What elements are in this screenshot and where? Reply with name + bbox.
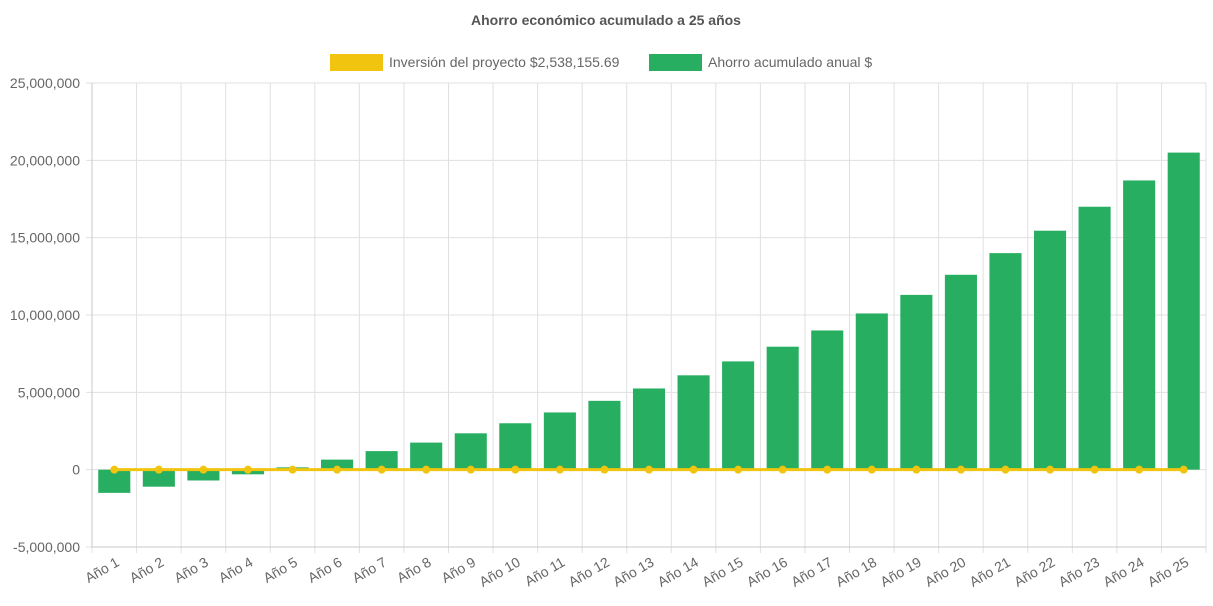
x-tick-label: Año 2 [127,554,167,586]
bar-savings[interactable] [766,346,799,470]
y-tick-label: 20,000,000 [10,152,80,168]
x-tick-label: Año 6 [305,554,345,586]
x-tick-label: Año 21 [967,554,1014,590]
point-investment[interactable] [377,465,386,474]
x-tick-label: Año 23 [1056,554,1103,590]
bar-series [98,152,1200,493]
point-investment[interactable] [645,465,653,474]
bar-savings[interactable] [543,412,576,470]
bar-savings[interactable] [1167,152,1200,470]
x-tick-label: Año 4 [216,554,256,586]
y-tick-label: 25,000,000 [10,75,80,91]
x-tick-label: Año 15 [699,554,746,590]
bar-savings[interactable] [855,313,888,470]
x-tick-label: Año 9 [439,554,479,586]
x-tick-label: Año 16 [744,554,791,590]
point-investment[interactable] [956,465,965,474]
point-investment[interactable] [243,465,252,474]
point-investment[interactable] [823,465,832,474]
x-tick-label: Año 5 [260,554,300,586]
bar-savings[interactable] [410,442,443,470]
line-series [110,465,1188,474]
x-tick-label: Año 22 [1011,554,1058,590]
y-tick-label: -5,000,000 [13,539,80,555]
legend-swatch-savings [649,54,702,71]
bar-savings[interactable] [454,433,487,470]
x-tick-label: Año 14 [655,554,702,590]
y-tick-label: 0 [72,462,80,478]
bar-savings[interactable] [811,330,844,470]
bar-savings[interactable] [1078,206,1111,470]
point-investment[interactable] [600,465,609,474]
legend-label-investment: Inversión del proyecto $2,538,155.69 [389,54,620,70]
bar-savings[interactable] [900,294,933,470]
legend-item-investment[interactable]: Inversión del proyecto $2,538,155.69 [330,54,620,71]
bar-savings[interactable] [944,274,977,470]
x-tick-label: Año 20 [922,554,969,590]
bar-savings[interactable] [989,253,1022,470]
y-tick-label: 15,000,000 [10,230,80,246]
bar-savings[interactable] [1123,180,1156,470]
point-investment[interactable] [466,465,475,474]
bar-savings[interactable] [677,375,710,470]
point-investment[interactable] [778,465,787,474]
point-investment[interactable] [912,465,921,474]
bar-savings[interactable] [98,469,131,493]
bar-savings[interactable] [499,423,532,470]
bar-savings[interactable] [722,361,755,470]
x-tick-label: Año 18 [833,554,880,590]
point-investment[interactable] [154,465,163,474]
point-investment[interactable] [1046,465,1055,474]
x-axis: Año 1 Año 2 Año 3 Año 4 Año 5 Año 6 Año 7 Año 8… [82,546,1206,590]
x-tick-label: Año 8 [394,554,434,586]
point-investment[interactable] [1135,465,1144,474]
x-tick-label: Año 1 [82,554,122,586]
point-investment[interactable] [1001,465,1010,474]
legend-item-savings[interactable]: Ahorro acumulado anual $ [649,54,872,71]
x-tick-label: Año 24 [1100,554,1147,590]
chart-title: Ahorro económico acumulado a 25 años [471,12,741,28]
point-investment[interactable] [867,465,876,474]
x-tick-label: Año 7 [349,554,389,586]
legend-swatch-investment [330,54,383,71]
x-tick-label: Año 17 [788,554,835,590]
bar-savings[interactable] [1033,230,1067,470]
x-tick-label: Año 19 [877,554,924,590]
point-investment[interactable] [110,465,119,474]
y-tick-label: 10,000,000 [10,307,80,323]
point-investment[interactable] [1179,465,1188,474]
bar-savings[interactable] [321,459,354,470]
x-tick-label: Año 25 [1145,554,1192,590]
x-tick-label: Año 12 [566,554,613,590]
x-tick-label: Año 3 [171,554,211,586]
point-investment[interactable] [555,465,564,474]
point-investment[interactable] [689,465,698,474]
point-investment[interactable] [422,465,431,474]
legend-label-savings: Ahorro acumulado anual $ [708,54,872,70]
y-tick-label: 5,000,000 [18,384,80,400]
x-tick-label: Año 13 [610,554,657,590]
grid [86,82,1207,553]
bar-savings[interactable] [187,469,220,481]
point-investment[interactable] [734,465,743,474]
bar-savings[interactable] [365,451,398,470]
point-investment[interactable] [333,465,342,474]
point-investment[interactable] [288,465,297,474]
bar-savings[interactable] [632,388,666,470]
bar-savings[interactable] [588,400,621,470]
y-axis: -5,000,000 0 5,000,000 10,000,000 15,000,000… [10,75,93,555]
point-investment[interactable] [1090,465,1099,474]
legend: Inversión del proyecto $2,538,155.69 Aho… [330,54,872,71]
bar-savings[interactable] [142,469,175,487]
point-investment[interactable] [199,465,208,474]
x-tick-label: Año 11 [522,554,568,590]
x-tick-label: Año 10 [476,554,523,590]
point-investment[interactable] [511,465,520,474]
